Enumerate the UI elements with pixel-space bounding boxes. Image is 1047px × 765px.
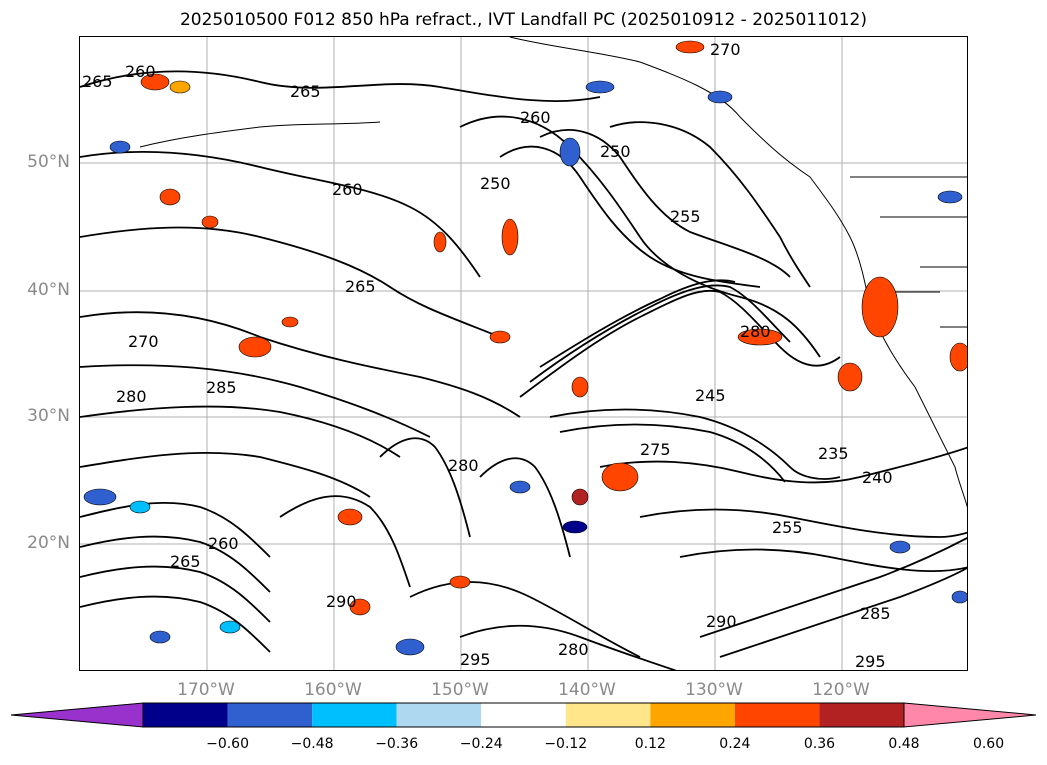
colorbar-extend-low [10,702,144,728]
contour-label: 260 [332,180,363,199]
colorbar-tick-label: −0.60 [206,736,249,752]
lat-label-20n: 20°N [27,533,70,553]
colorbar-segment [143,703,228,727]
lon-label-130w: 130°W [685,680,743,700]
contour-label: 265 [170,552,201,571]
shaded-regions [83,40,967,656]
refractivity-contours [80,70,967,670]
colorbar-extend-high [903,702,1037,728]
lon-label-120w: 120°W [812,680,870,700]
contour-label: 245 [695,386,726,405]
contour-label: 235 [818,444,849,463]
contour-label: 285 [860,604,891,623]
colorbar-segment [396,703,482,727]
map-title: 2025010500 F012 850 hPa refract., IVT La… [179,10,867,30]
contour-label: 240 [862,468,893,487]
colorbar-segment [650,703,735,727]
colorbar-tick-label: 0.48 [888,736,920,752]
contour-label: 295 [855,652,886,671]
contour-label: 280 [558,640,589,659]
colorbar-segment [734,703,820,727]
contour-label: 285 [206,378,237,397]
contour-label: 270 [710,40,741,59]
lon-label-140w: 140°W [558,680,616,700]
contour-label: 250 [600,142,631,161]
colorbar-outline [142,702,905,728]
lon-label-170w: 170°W [177,680,235,700]
contour-label: 280 [740,322,771,341]
contour-label: 260 [208,534,239,553]
contour-label: 265 [290,82,321,101]
lat-label-40n: 40°N [27,280,70,300]
contour-label: 250 [480,174,511,193]
graticule [80,37,967,670]
colorbar-tick-label: 0.12 [634,736,666,752]
contour-label: 265 [345,277,376,296]
colorbar-tick-label: 0.24 [719,736,751,752]
contour-label: 265 [82,72,113,91]
lon-label-150w: 150°W [431,680,489,700]
lat-label-50n: 50°N [27,152,70,172]
colorbar-segment [481,703,566,727]
colorbar-segment [312,703,397,727]
colorbar-tick-label: −0.48 [290,736,334,752]
colorbar-tick-label: 0.36 [803,736,836,752]
colorbar-tick-label: −0.24 [459,736,503,752]
contour-label: 275 [640,440,671,459]
map-canvas: 265 260 270 265 260 250 250 255 260 265 … [80,37,967,671]
colorbar-segments [10,702,1037,728]
contour-label: 290 [326,592,357,611]
contour-label: 255 [670,207,701,226]
contour-label: 260 [125,62,156,81]
contour-label-layer: 265 260 270 265 260 250 250 255 260 265 … [82,40,893,671]
lat-label-30n: 30°N [27,406,70,426]
map-panel: 265 260 270 265 260 250 250 255 260 265 … [79,36,968,671]
contour-label: 280 [116,387,147,406]
colorbar-tick-label: −0.12 [544,736,588,752]
coastline [139,37,967,508]
colorbar-tick-label: −0.36 [375,736,419,752]
lon-label-160w: 160°W [304,680,362,700]
contour-label: 260 [520,108,551,127]
contour-label: 280 [448,456,479,475]
contour-label: 270 [128,332,159,351]
contour-label: 295 [460,650,491,669]
contour-label: 290 [706,612,737,631]
colorbar [10,702,1037,728]
colorbar-segment [227,703,313,727]
colorbar-segment [565,703,651,727]
colorbar-segment [819,703,904,727]
colorbar-tick-label: 0.60 [972,736,1005,752]
contour-label: 255 [772,518,803,537]
